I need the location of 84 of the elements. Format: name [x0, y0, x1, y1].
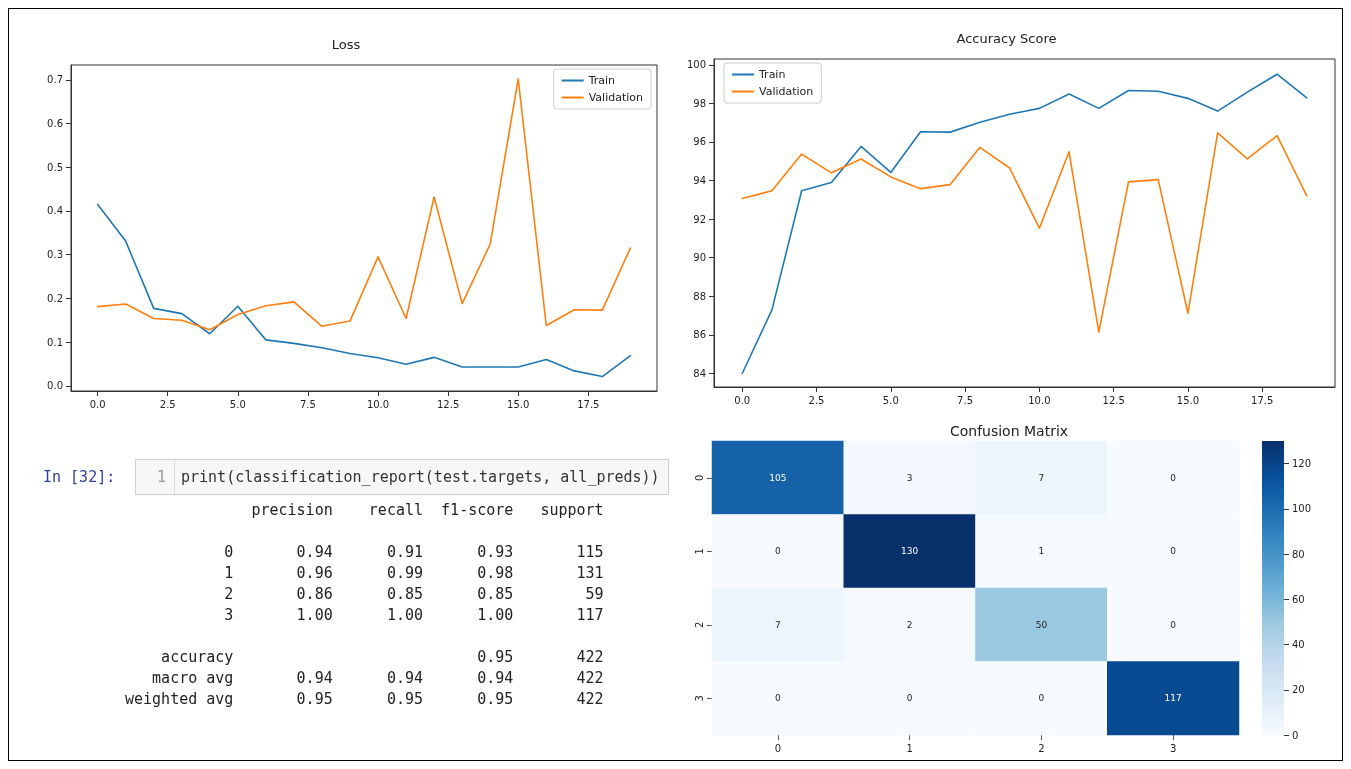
y-tick-label: 0.2 — [47, 292, 63, 304]
y-tick-label: 90 — [693, 252, 706, 264]
text: print(classification_report(test.targets, all_preds)) — [180, 468, 660, 486]
y-tick-label: 0.6 — [47, 118, 63, 130]
y-tick-label: 100 — [686, 59, 706, 71]
data-label: 130 — [901, 546, 919, 557]
text: 1 — [136, 460, 175, 494]
text: In [32]: — [42, 468, 117, 486]
y-tick-label: 0.0 — [47, 380, 63, 392]
color-bar-label: 120 — [1292, 458, 1312, 470]
text: 3 1.00 1.00 1.00 117 — [223, 606, 605, 626]
data-label: 0 — [1170, 472, 1177, 483]
y-tick-label: 0.1 — [47, 336, 63, 348]
text: precision recall f1-score support — [250, 501, 605, 521]
text: 0 0.94 0.91 0.93 115 — [223, 543, 605, 563]
data-label: 0 — [1038, 693, 1045, 704]
data-label: 50 — [1035, 619, 1048, 630]
legend-label: Train — [758, 68, 786, 81]
x-tick-label: 15.0 — [1176, 394, 1200, 406]
data-label: 0 — [1170, 546, 1177, 557]
y-tick-label: 0.4 — [47, 205, 63, 217]
y-tick-label: 0.5 — [47, 161, 63, 173]
y-tick-label: 0.7 — [47, 74, 63, 86]
data-label: 0 — [775, 693, 782, 704]
color-bar-label: 60 — [1292, 593, 1305, 605]
y-tick-label: 94 — [693, 175, 706, 187]
y-tick-label: 96 — [693, 136, 706, 148]
data-label: 0 — [906, 693, 913, 704]
x-tick-label: 1 — [906, 742, 913, 754]
data-label: 7 — [1038, 472, 1045, 483]
data-label: 0 — [775, 546, 782, 557]
color-bar-label: 80 — [1292, 548, 1305, 560]
text: weighted avg 0.95 0.95 0.95 422 — [125, 690, 605, 710]
data-label: 3 — [906, 472, 913, 483]
y-tick-label: 86 — [693, 329, 706, 341]
x-tick-label: 2.5 — [159, 398, 176, 410]
x-tick-label: 12.5 — [436, 398, 460, 410]
text: 2 0.86 0.85 0.85 59 — [223, 585, 605, 605]
data-label: 7 — [775, 619, 781, 630]
data-label: 0 — [1170, 619, 1177, 630]
x-tick-label: 2 — [1038, 742, 1045, 754]
legend-label: Train — [587, 74, 616, 87]
x-tick-label: 7.5 — [299, 398, 316, 410]
y-tick-label: 0.3 — [47, 249, 63, 261]
y-tick-label: 84 — [693, 367, 706, 379]
color-bar-label: 0 — [1292, 729, 1299, 741]
x-tick-label: 5.0 — [882, 394, 899, 406]
data-label: 1 — [1038, 546, 1045, 557]
x-tick-label: 3 — [1169, 742, 1177, 754]
text: macro avg 0.94 0.94 0.94 422 — [151, 669, 605, 689]
color-bar-label: 100 — [1292, 503, 1312, 515]
x-tick-label: 0.0 — [734, 394, 751, 406]
x-tick-label: 0 — [774, 742, 782, 754]
chart-title: Accuracy Score — [956, 31, 1057, 46]
y-tick-label: 92 — [693, 213, 706, 225]
line-series — [96, 203, 632, 378]
x-tick-label: 15.0 — [507, 398, 530, 410]
x-tick-label: 17.5 — [1251, 394, 1274, 406]
x-tick-label: 17.5 — [577, 398, 600, 410]
y-tick-label: 0 — [693, 474, 705, 481]
y-tick-label: 1 — [693, 548, 705, 555]
x-tick-label: 5.0 — [229, 398, 246, 410]
text: accuracy 0.95 422 — [160, 648, 605, 668]
text: 1 0.96 0.99 0.98 131 — [223, 564, 605, 584]
x-tick-label: 0.0 — [89, 398, 106, 410]
chart-title: Confusion Matrix — [949, 423, 1069, 439]
y-tick-label: 3 — [693, 695, 705, 702]
data-label: 2 — [906, 619, 913, 630]
x-tick-label: 10.0 — [1028, 394, 1051, 406]
y-tick-label: 98 — [693, 97, 706, 109]
data-label: 117 — [1164, 693, 1182, 704]
data-label: 105 — [769, 472, 787, 483]
color-bar-label: 40 — [1292, 639, 1305, 651]
x-tick-label: 7.5 — [957, 394, 974, 406]
color-bar-label: 20 — [1292, 684, 1305, 696]
chart-title: Loss — [331, 37, 361, 52]
x-tick-label: 10.0 — [366, 398, 390, 410]
y-tick-label: 88 — [693, 290, 706, 302]
y-tick-label: 2 — [693, 621, 705, 628]
legend-label: Validation — [759, 85, 814, 98]
x-tick-label: 12.5 — [1102, 394, 1125, 406]
x-tick-label: 2.5 — [808, 394, 825, 406]
legend-label: Validation — [588, 91, 644, 104]
line-series — [741, 132, 1308, 333]
